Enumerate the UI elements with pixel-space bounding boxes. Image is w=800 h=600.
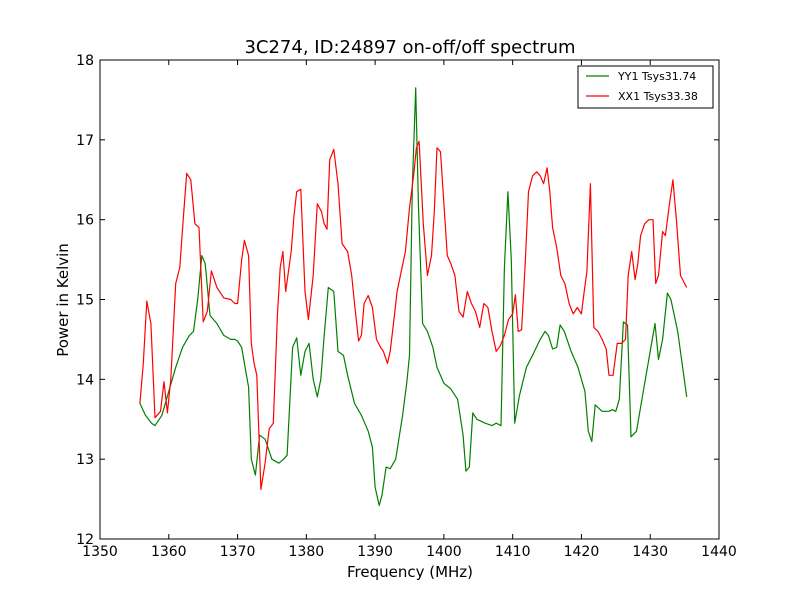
- x-tick-label: 1400: [426, 544, 462, 560]
- series-line-yy1: [139, 87, 688, 507]
- y-axis-title: Power in Kelvin: [54, 243, 72, 357]
- x-tick-label: 1390: [357, 544, 393, 560]
- legend-label-yy1: YY1 Tsys31.74: [617, 70, 696, 83]
- legend-label-xx1: XX1 Tsys33.38: [618, 90, 698, 103]
- y-tick-label: 12: [76, 532, 94, 548]
- legend: YY1 Tsys31.74 XX1 Tsys33.38: [577, 65, 714, 109]
- x-tick-label: 1380: [289, 544, 325, 560]
- series-lines: [139, 87, 688, 507]
- x-tick-label: 1370: [220, 544, 256, 560]
- series-line-xx1: [139, 140, 688, 491]
- x-axis-title: Frequency (MHz): [347, 563, 473, 581]
- y-tick-label: 15: [76, 293, 94, 309]
- y-tick-label: 18: [76, 53, 94, 69]
- x-tick-label: 1440: [701, 544, 737, 560]
- y-tick-label: 14: [76, 372, 94, 388]
- x-tick-label: 1420: [564, 544, 600, 560]
- y-tick-label: 17: [76, 133, 94, 149]
- x-tick-label: 1410: [495, 544, 531, 560]
- x-axis: 1350 1360 1370 1380 1390 1400 1410 1420 1430 1440: [82, 60, 737, 560]
- x-tick-label: 1350: [82, 544, 118, 560]
- y-tick-label: 13: [76, 452, 94, 468]
- y-tick-label: 16: [76, 213, 94, 229]
- y-axis: 12 13 14 15 16 17 18: [76, 53, 719, 548]
- legend-box: [577, 65, 714, 109]
- x-tick-label: 1430: [632, 544, 668, 560]
- chart-title: 3C274, ID:24897 on-off/off spectrum: [244, 37, 575, 58]
- x-tick-label: 1360: [151, 544, 187, 560]
